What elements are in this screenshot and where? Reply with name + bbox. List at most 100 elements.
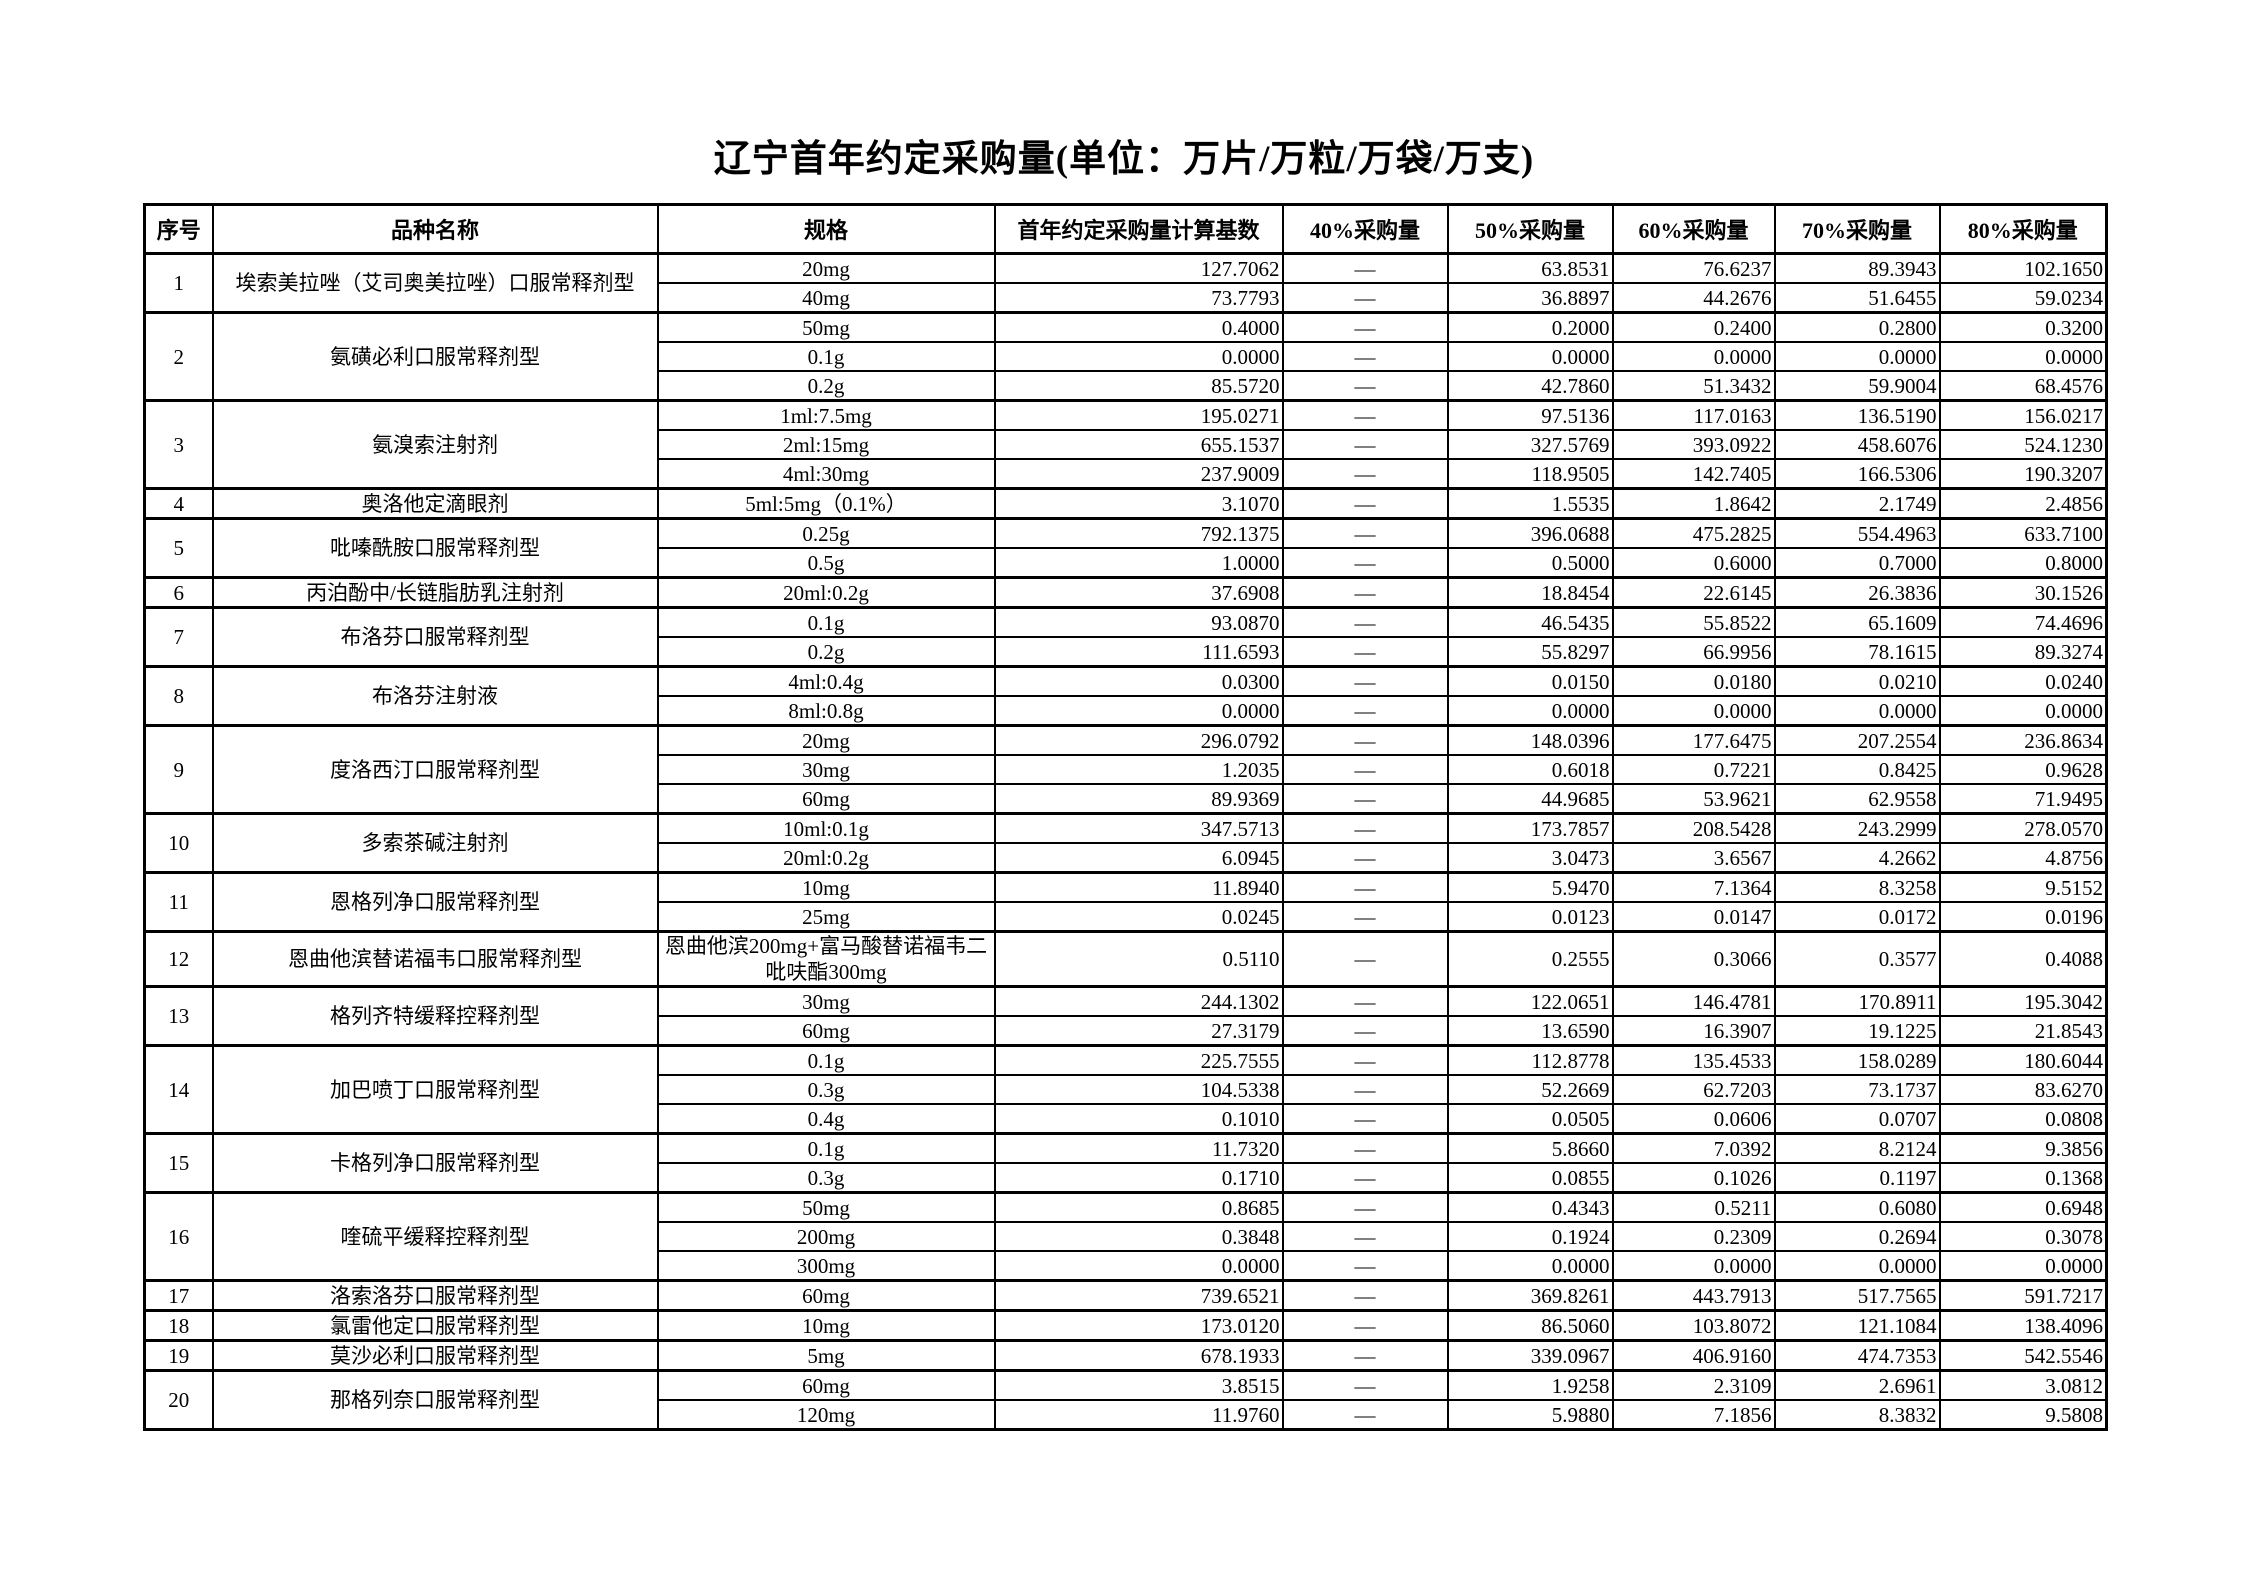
cell-60: 0.5211	[1611, 1191, 1776, 1223]
cell-60: 208.5428	[1611, 812, 1776, 844]
cell-80: 0.4088	[1938, 930, 2108, 988]
cell-60: 0.7221	[1611, 754, 1776, 785]
cell-50: 0.0000	[1446, 1250, 1614, 1282]
table-row: 17 洛索洛芬口服常释剂型 60mg 739.6521—369.8261 443.791…	[143, 1279, 2108, 1312]
cell-50: 112.8778	[1446, 1044, 1614, 1076]
cell-base: 225.7555	[993, 1044, 1284, 1076]
cell-base: 244.1302	[993, 985, 1284, 1017]
cell-50: 0.0855	[1446, 1162, 1614, 1194]
cell-40: —	[1281, 1339, 1449, 1372]
cell-spec: 40mg	[656, 282, 996, 314]
table-row: 30mg 1.2035—0.6018 0.7221 0.8425 0.9628	[145, 754, 2108, 785]
cell-50: 339.0967	[1446, 1339, 1614, 1372]
cell-60: 22.6145	[1611, 576, 1776, 609]
cell-base: 0.1010	[993, 1103, 1284, 1135]
cell-80: 0.6948	[1938, 1191, 2108, 1223]
table-row: 6 丙泊酚中/长链脂肪乳注射剂 20ml:0.2g 37.6908—18.8454 22…	[143, 576, 2108, 609]
cell-50: 3.0473	[1446, 842, 1614, 874]
cell-80: 542.5546	[1938, 1339, 2108, 1372]
cell-serial: 4	[143, 487, 214, 520]
cell-serial: 5	[143, 517, 214, 579]
cell-60: 51.3432	[1611, 370, 1776, 402]
table-row: 0.4g 0.1010—0.0505 0.0606 0.0707 0.0808	[145, 1103, 2108, 1135]
cell-base: 0.0245	[993, 901, 1284, 933]
cell-80: 68.4576	[1938, 370, 2108, 402]
cell-60: 406.9160	[1611, 1339, 1776, 1372]
cell-40: —	[1281, 812, 1449, 844]
cell-50: 122.0651	[1446, 985, 1614, 1017]
cell-40: —	[1281, 517, 1449, 549]
cell-spec: 20ml:0.2g	[656, 576, 996, 609]
cell-base: 0.5110	[993, 930, 1284, 988]
cell-80: 3.0812	[1938, 1369, 2108, 1401]
cell-50: 63.8531	[1446, 252, 1614, 284]
cell-60: 443.7913	[1611, 1279, 1776, 1312]
cell-60: 475.2825	[1611, 517, 1776, 549]
cell-60: 7.1364	[1611, 871, 1776, 903]
table-row: 60mg 89.9369—44.9685 53.9621 62.9558 71.9495	[145, 783, 2108, 815]
cell-70: 0.1197	[1773, 1162, 1941, 1194]
cell-base: 1.2035	[993, 754, 1284, 785]
cell-50: 86.5060	[1446, 1309, 1614, 1342]
cell-50: 18.8454	[1446, 576, 1614, 609]
cell-50: 0.0000	[1446, 341, 1614, 372]
cell-50: 0.0123	[1446, 901, 1614, 933]
cell-base: 195.0271	[993, 399, 1284, 431]
cell-70: 136.5190	[1773, 399, 1941, 431]
cell-50: 148.0396	[1446, 724, 1614, 756]
cell-40: —	[1281, 754, 1449, 785]
cell-serial: 2	[143, 311, 214, 402]
cell-spec: 300mg	[656, 1250, 996, 1282]
table-row: 0.5g 1.0000—0.5000 0.6000 0.7000 0.8000	[145, 547, 2108, 579]
cell-40: —	[1281, 341, 1449, 372]
cell-60: 0.6000	[1611, 547, 1776, 579]
cell-product-name: 氨溴索注射剂	[211, 399, 659, 490]
cell-spec: 2ml:15mg	[656, 429, 996, 460]
cell-60: 53.9621	[1611, 783, 1776, 815]
table-row: 0.3g 0.1710—0.0855 0.1026 0.1197 0.1368	[145, 1162, 2108, 1194]
cell-60: 2.3109	[1611, 1369, 1776, 1401]
cell-base: 0.8685	[993, 1191, 1284, 1223]
cell-70: 2.6961	[1773, 1369, 1941, 1401]
cell-80: 190.3207	[1938, 458, 2108, 490]
cell-40: —	[1281, 1369, 1449, 1401]
cell-70: 517.7565	[1773, 1279, 1941, 1312]
cell-70: 0.8425	[1773, 754, 1941, 785]
cell-50: 173.7857	[1446, 812, 1614, 844]
cell-80: 591.7217	[1938, 1279, 2108, 1312]
cell-serial: 20	[143, 1369, 214, 1431]
cell-50: 1.9258	[1446, 1369, 1614, 1401]
cell-product-name: 加巴喷丁口服常释剂型	[211, 1044, 659, 1135]
cell-product-name: 度洛西汀口服常释剂型	[211, 724, 659, 815]
cell-base: 27.3179	[993, 1015, 1284, 1047]
table-row: 20ml:0.2g 6.0945—3.0473 3.6567 4.2662 4.8756	[145, 842, 2108, 874]
cell-70: 0.0000	[1773, 1250, 1941, 1282]
cell-serial: 13	[143, 985, 214, 1047]
cell-80: 83.6270	[1938, 1074, 2108, 1105]
cell-spec: 60mg	[656, 783, 996, 815]
cell-70: 51.6455	[1773, 282, 1941, 314]
cell-60: 393.0922	[1611, 429, 1776, 460]
cell-serial: 14	[143, 1044, 214, 1135]
table-row: 11 恩格列净口服常释剂型 10mg 11.8940—5.9470 7.1364 8.32…	[143, 871, 2108, 933]
cell-spec: 4ml:30mg	[656, 458, 996, 490]
cell-40: —	[1281, 487, 1449, 520]
cell-serial: 17	[143, 1279, 214, 1312]
cell-base: 11.9760	[993, 1399, 1284, 1431]
cell-60: 16.3907	[1611, 1015, 1776, 1047]
cell-spec: 0.4g	[656, 1103, 996, 1135]
cell-base: 347.5713	[993, 812, 1284, 844]
cell-base: 3.1070	[993, 487, 1284, 520]
cell-base: 0.1710	[993, 1162, 1284, 1194]
cell-spec: 0.1g	[656, 606, 996, 638]
cell-spec: 0.2g	[656, 636, 996, 668]
cell-spec: 50mg	[656, 311, 996, 343]
cell-spec: 0.2g	[656, 370, 996, 402]
cell-50: 5.8660	[1446, 1132, 1614, 1164]
cell-40: —	[1281, 1162, 1449, 1194]
cell-70: 0.0707	[1773, 1103, 1941, 1135]
table-row: 12 恩曲他滨替诺福韦口服常释剂型 恩曲他滨200mg+富马酸替诺福韦二吡呋酯300…	[143, 930, 2108, 988]
cell-60: 7.0392	[1611, 1132, 1776, 1164]
cell-50: 13.6590	[1446, 1015, 1614, 1047]
cell-40: —	[1281, 429, 1449, 460]
